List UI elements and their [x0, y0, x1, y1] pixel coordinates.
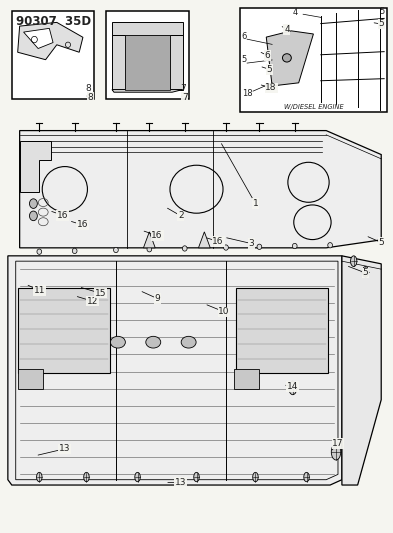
Text: 12: 12 — [87, 297, 98, 305]
Ellipse shape — [181, 336, 196, 348]
Polygon shape — [18, 22, 83, 60]
Text: 15: 15 — [94, 289, 106, 297]
Polygon shape — [342, 256, 381, 485]
Text: 17: 17 — [332, 439, 344, 448]
Bar — [125, 35, 170, 90]
Text: 7: 7 — [180, 84, 185, 93]
Text: 4: 4 — [293, 7, 298, 17]
Text: 5: 5 — [379, 6, 384, 15]
Ellipse shape — [37, 249, 42, 254]
Ellipse shape — [37, 472, 42, 482]
Bar — [18, 369, 43, 389]
Ellipse shape — [257, 244, 262, 249]
Text: 7: 7 — [182, 93, 187, 102]
Ellipse shape — [362, 266, 369, 277]
Ellipse shape — [110, 336, 125, 348]
Ellipse shape — [135, 472, 140, 482]
Text: 13: 13 — [175, 478, 187, 487]
Text: 16: 16 — [212, 237, 224, 246]
Ellipse shape — [283, 54, 291, 62]
Ellipse shape — [331, 444, 341, 460]
Text: 5: 5 — [266, 65, 272, 74]
Text: 13: 13 — [59, 445, 71, 453]
Text: 2: 2 — [178, 212, 184, 220]
Ellipse shape — [29, 199, 37, 208]
Text: 14: 14 — [287, 382, 298, 391]
Polygon shape — [24, 28, 53, 49]
Bar — [12, 11, 94, 99]
Polygon shape — [170, 35, 183, 90]
Ellipse shape — [194, 472, 199, 482]
Ellipse shape — [182, 246, 187, 251]
Polygon shape — [266, 31, 314, 86]
Bar — [240, 8, 387, 112]
Ellipse shape — [114, 247, 118, 253]
Ellipse shape — [289, 382, 297, 394]
Bar — [18, 288, 110, 373]
Text: 9: 9 — [154, 294, 160, 303]
Ellipse shape — [253, 472, 258, 482]
Bar — [106, 11, 189, 99]
Ellipse shape — [147, 247, 152, 252]
Text: 18: 18 — [265, 84, 277, 92]
Text: 4: 4 — [284, 25, 290, 34]
Ellipse shape — [304, 472, 309, 482]
Text: 10: 10 — [218, 308, 230, 316]
Text: W/DIESEL ENGINE: W/DIESEL ENGINE — [284, 104, 343, 110]
Polygon shape — [20, 131, 381, 248]
Ellipse shape — [72, 248, 77, 254]
Ellipse shape — [328, 243, 332, 248]
Text: 3: 3 — [249, 239, 254, 248]
Text: 6: 6 — [264, 51, 270, 60]
Text: 6: 6 — [242, 31, 247, 41]
Polygon shape — [112, 35, 125, 90]
Bar — [236, 288, 328, 373]
Text: 5: 5 — [242, 55, 247, 64]
Polygon shape — [112, 90, 183, 92]
Text: 8: 8 — [88, 93, 93, 102]
Text: 90307  35D: 90307 35D — [16, 15, 91, 28]
Ellipse shape — [351, 256, 357, 266]
Text: 16: 16 — [151, 231, 163, 240]
Text: 16: 16 — [57, 211, 69, 220]
Polygon shape — [20, 141, 51, 192]
Text: 16: 16 — [77, 221, 88, 229]
Text: 5: 5 — [378, 20, 384, 28]
Ellipse shape — [29, 211, 37, 221]
Text: 5: 5 — [363, 269, 368, 277]
Ellipse shape — [224, 245, 228, 250]
Ellipse shape — [84, 472, 89, 482]
Polygon shape — [198, 232, 210, 248]
Ellipse shape — [146, 336, 161, 348]
Ellipse shape — [292, 244, 297, 249]
Bar — [234, 369, 259, 389]
Polygon shape — [8, 256, 342, 485]
Text: 1: 1 — [253, 199, 258, 208]
Text: 18: 18 — [242, 88, 252, 98]
Text: 11: 11 — [33, 286, 45, 295]
Text: 8: 8 — [86, 84, 91, 93]
Polygon shape — [143, 232, 155, 248]
Text: 5: 5 — [378, 238, 384, 247]
Polygon shape — [112, 22, 183, 35]
